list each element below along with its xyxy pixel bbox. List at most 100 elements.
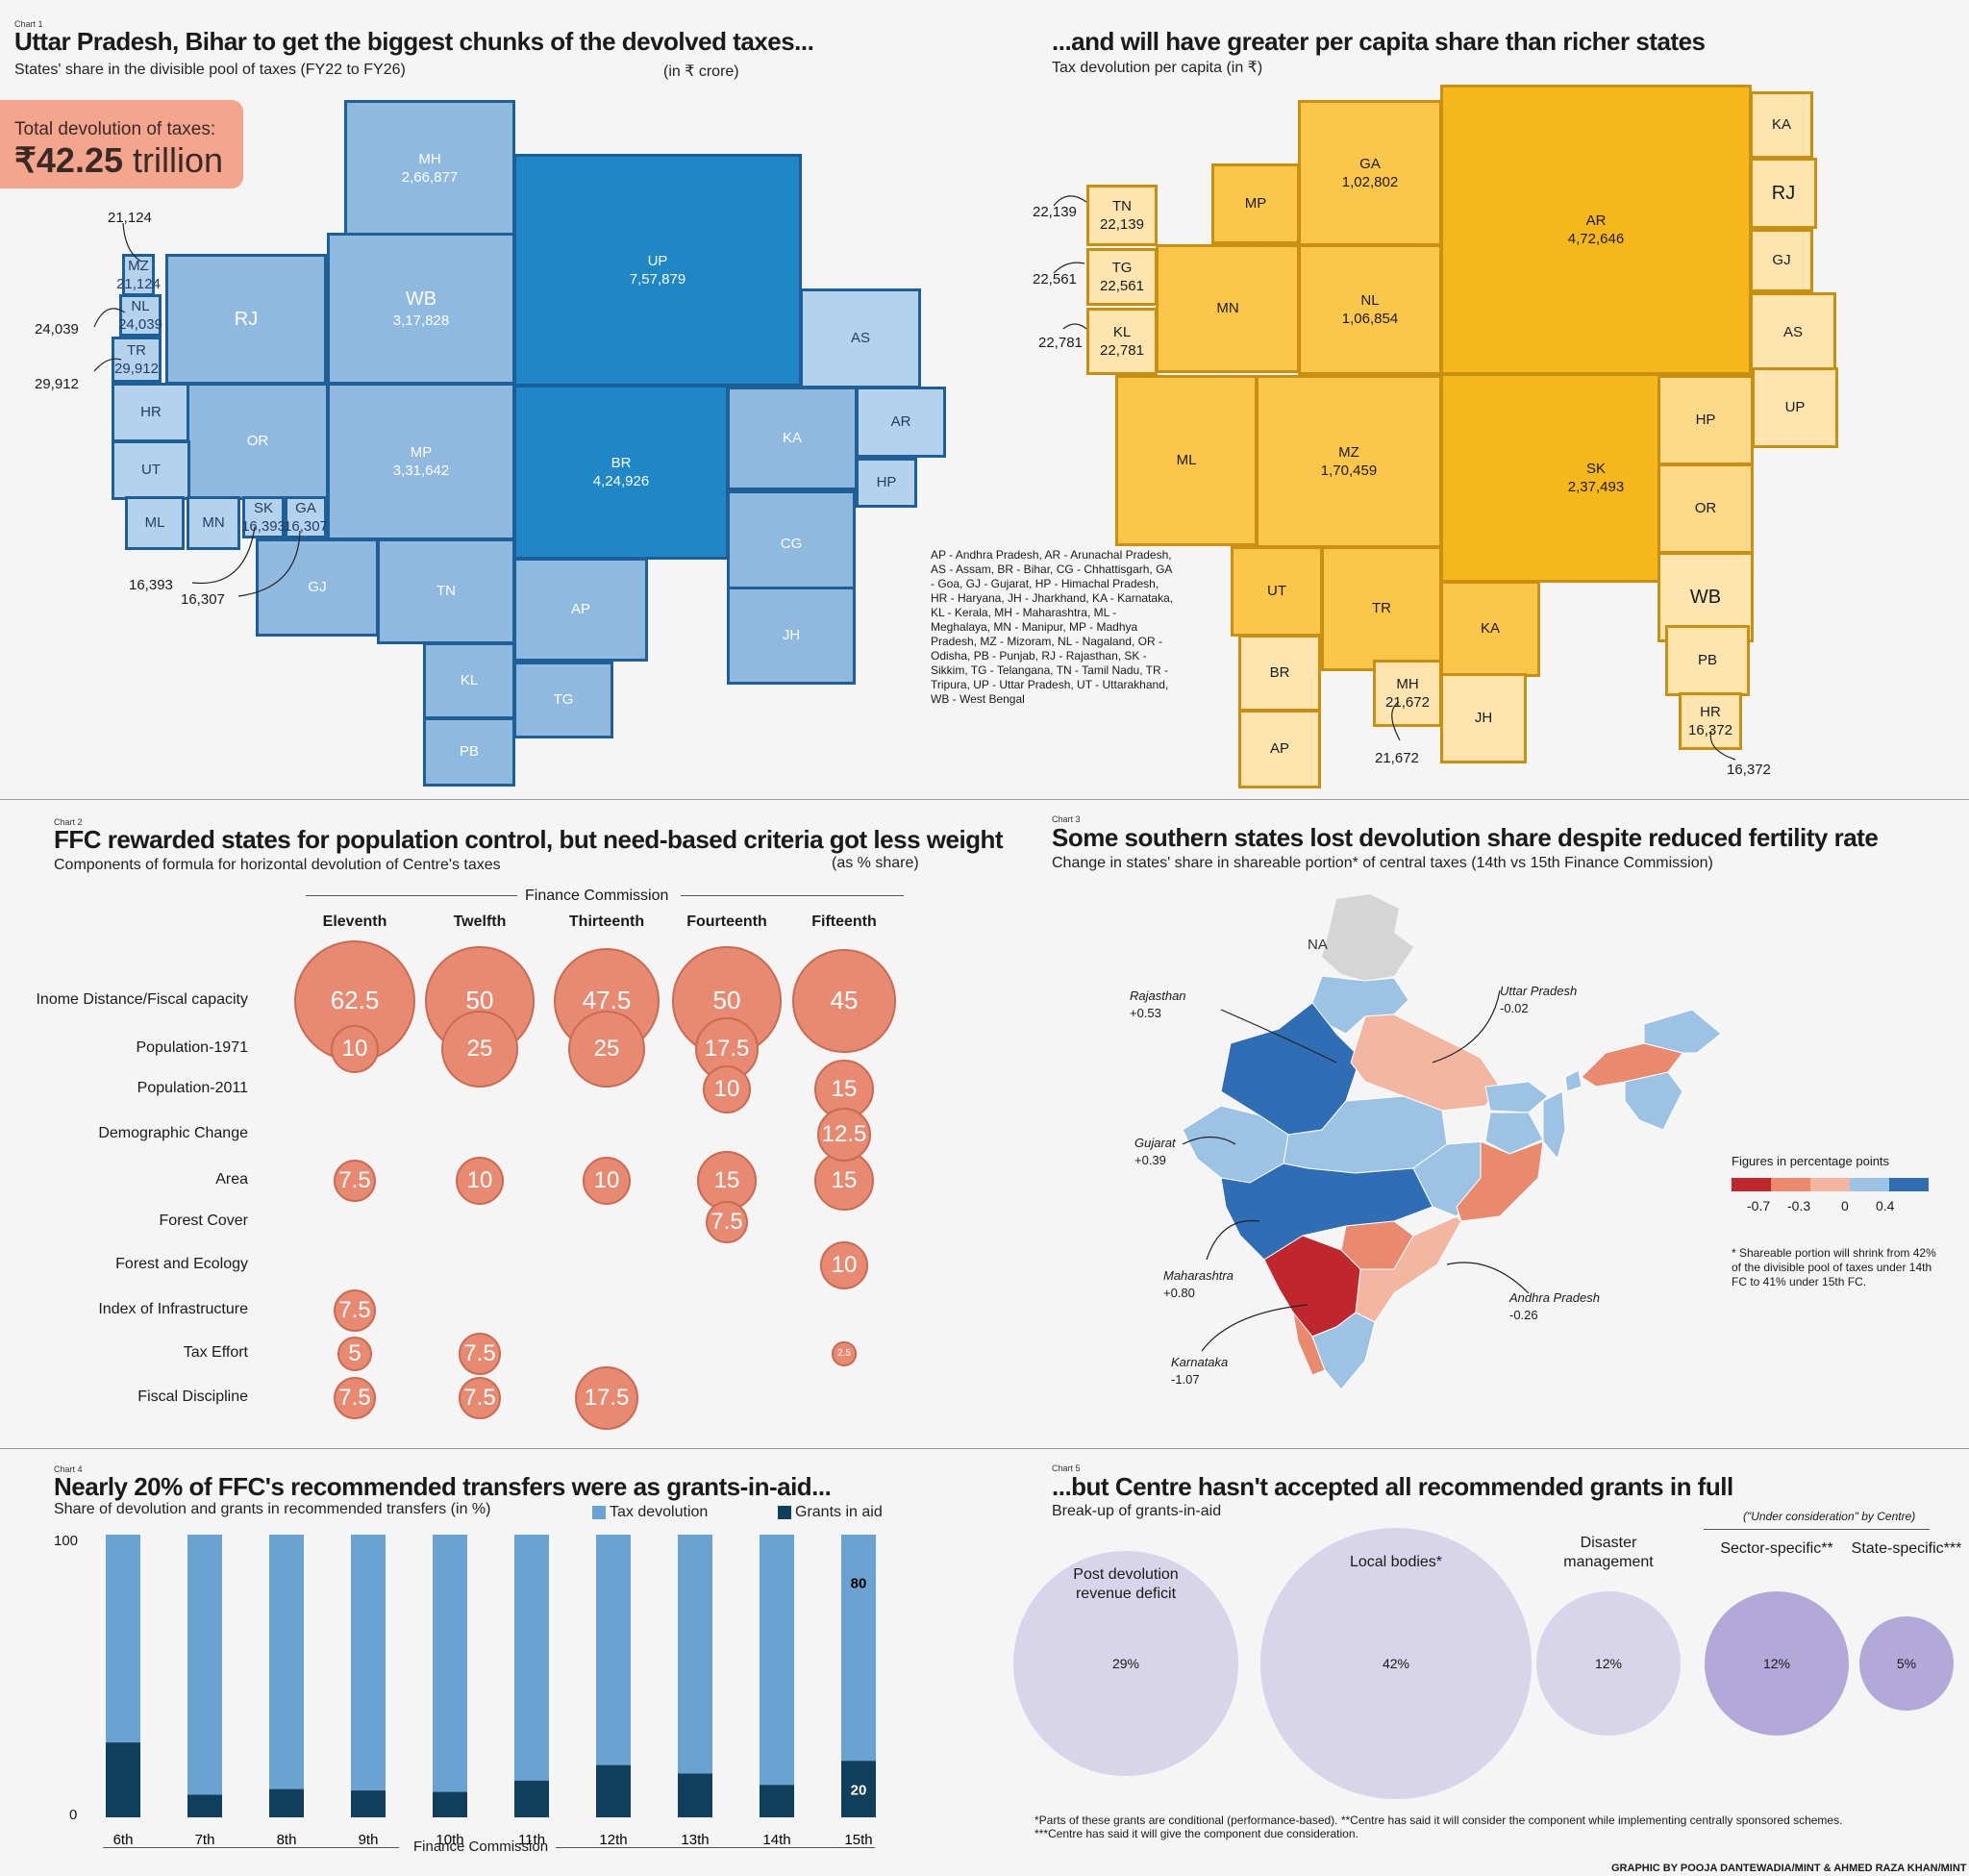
tile-code: NL	[131, 297, 150, 314]
bar-grants-in-aid	[760, 1785, 794, 1817]
bar-grants-in-aid	[433, 1791, 467, 1817]
row-label: Forest Cover	[159, 1213, 248, 1229]
tile-code: TG	[553, 691, 574, 709]
chart5-tag: Chart 5	[1052, 1463, 1081, 1473]
tile-value: 22,139	[1100, 216, 1144, 233]
callout-ga: 16,307	[181, 591, 225, 608]
tile-nl: NL 1,06,854	[1298, 244, 1442, 375]
tile-kl: KL 22,781	[1086, 308, 1158, 375]
tile-mp: MP 3,31,642	[327, 383, 515, 540]
bar-tax-devolution	[433, 1535, 467, 1792]
x-axis-rule-right	[556, 1847, 875, 1848]
legend-tick-2: -0.3	[1787, 1198, 1811, 1213]
y-axis-max: 100	[54, 1533, 79, 1549]
map-region-jharkhand	[1484, 1112, 1544, 1155]
tile-code: RJ	[1771, 183, 1796, 204]
column-header-eleventh: Eleventh	[322, 913, 387, 930]
column-header-thirteenth: Thirteenth	[568, 913, 645, 930]
callout-gujarat: Gujarat +0.39	[1134, 1135, 1176, 1169]
tile-code: UP	[1784, 399, 1806, 416]
tile-rj: RJ	[1750, 158, 1817, 229]
callout-line-sk	[191, 526, 256, 585]
total-devolution-value: ₹42.25 trillion	[14, 140, 223, 181]
divider-1	[0, 799, 1969, 800]
bubble: 7.5	[706, 1201, 748, 1243]
tile-code: MH	[1396, 675, 1419, 692]
bar-grants-in-aid	[678, 1773, 712, 1817]
chart2-group-label: Finance Commission	[525, 888, 669, 904]
tile-code: MN	[1216, 300, 1239, 317]
x-tick-label: 14th	[762, 1832, 790, 1848]
tile-hp: HP	[856, 458, 917, 508]
chart4-tag: Chart 4	[54, 1464, 83, 1474]
tile-code: TN	[436, 583, 456, 600]
tile-tg: TG 22,561	[1086, 248, 1158, 306]
tile-gj: GJ	[1750, 229, 1813, 292]
bubble: 50	[672, 946, 782, 1056]
bar-tax-devolution	[760, 1535, 794, 1786]
tile-value: 4,24,926	[592, 473, 650, 489]
map-region-tamil-nadu	[1311, 1312, 1376, 1390]
callout-karnataka-name: Karnataka	[1171, 1355, 1229, 1369]
bubble: 10	[582, 1156, 632, 1206]
callout-sk: 16,393	[129, 577, 173, 593]
bar-tax-devolution	[187, 1535, 222, 1795]
map-region-odisha	[1456, 1140, 1544, 1222]
x-tick-label: 11th	[518, 1832, 545, 1848]
legend-tick-3: 0	[1841, 1198, 1849, 1213]
tile-code: GJ	[308, 579, 327, 596]
grant-label: Local bodies*	[1349, 1554, 1443, 1570]
callout-line-andhra	[1446, 1262, 1530, 1294]
bubble: 5	[337, 1337, 372, 1371]
tile-code: AR	[1585, 212, 1607, 229]
tile-code: ML	[144, 514, 165, 532]
chart4-title: Nearly 20% of FFC's recommended transfer…	[54, 1472, 832, 1501]
tile-code: SK	[1585, 460, 1606, 477]
bubble: 7.5	[334, 1289, 376, 1332]
row-label: Forest and Ecology	[115, 1256, 248, 1272]
tile-code: GA	[1359, 155, 1381, 172]
callout-karnataka-value: -1.07	[1171, 1372, 1200, 1387]
tile-value: 21,672	[1385, 694, 1430, 711]
chart5-subtitle: Break-up of grants-in-aid	[1052, 1503, 1222, 1519]
legend-swatch	[1732, 1178, 1771, 1191]
callout-rajasthan: Rajasthan +0.53	[1130, 988, 1186, 1022]
bubble: 17.5	[574, 1365, 639, 1431]
bubble: 7.5	[334, 1160, 376, 1202]
tile-hr: HR 16,372	[1679, 692, 1742, 750]
fc-rule-left	[306, 895, 517, 896]
callout-line-tn	[1053, 195, 1087, 207]
data-label-tax: 80	[851, 1576, 867, 1592]
x-tick-label: 7th	[195, 1832, 215, 1848]
tile-code: PB	[1697, 652, 1717, 669]
callout-line-kl	[1062, 323, 1087, 330]
divider-2	[0, 1448, 1969, 1449]
callout-line-nl	[93, 308, 126, 328]
tile-code: UT	[141, 462, 161, 479]
callout-gujarat-value: +0.39	[1134, 1153, 1166, 1167]
grant-label: State-specific***	[1851, 1540, 1962, 1557]
x-tick-label: 15th	[844, 1832, 872, 1848]
tile-code: MZ	[128, 257, 149, 274]
tile-code: AP	[1269, 740, 1289, 758]
tile-value: 22,561	[1100, 278, 1144, 294]
tile-ap: AP	[1238, 710, 1321, 788]
row-label: Area	[215, 1171, 248, 1188]
tile-tn: TN	[377, 538, 515, 644]
bar-tax-devolution	[678, 1535, 712, 1774]
tile-nl: NL 24,039	[118, 294, 162, 337]
tile-code: TN	[1112, 197, 1132, 214]
tile-code: OR	[246, 433, 269, 450]
bar-grants-in-aid	[351, 1790, 386, 1817]
bubble: 12.5	[816, 1107, 872, 1163]
legend-swatch	[1889, 1178, 1929, 1191]
tile-code: TR	[1372, 600, 1391, 617]
bubble: 7.5	[459, 1377, 501, 1419]
callout-maharashtra-name: Maharashtra	[1163, 1268, 1234, 1283]
state-abbreviations-legend: AP - Andhra Pradesh, AR - Arunachal Prad…	[931, 548, 1174, 706]
tile-code: AP	[570, 601, 590, 618]
chart3-title: Some southern states lost devolution sha…	[1052, 823, 1879, 852]
callout-tn: 22,139	[1033, 204, 1077, 220]
legend-label-tax: Tax devolution	[610, 1504, 709, 1520]
tile-code: AS	[850, 330, 870, 347]
